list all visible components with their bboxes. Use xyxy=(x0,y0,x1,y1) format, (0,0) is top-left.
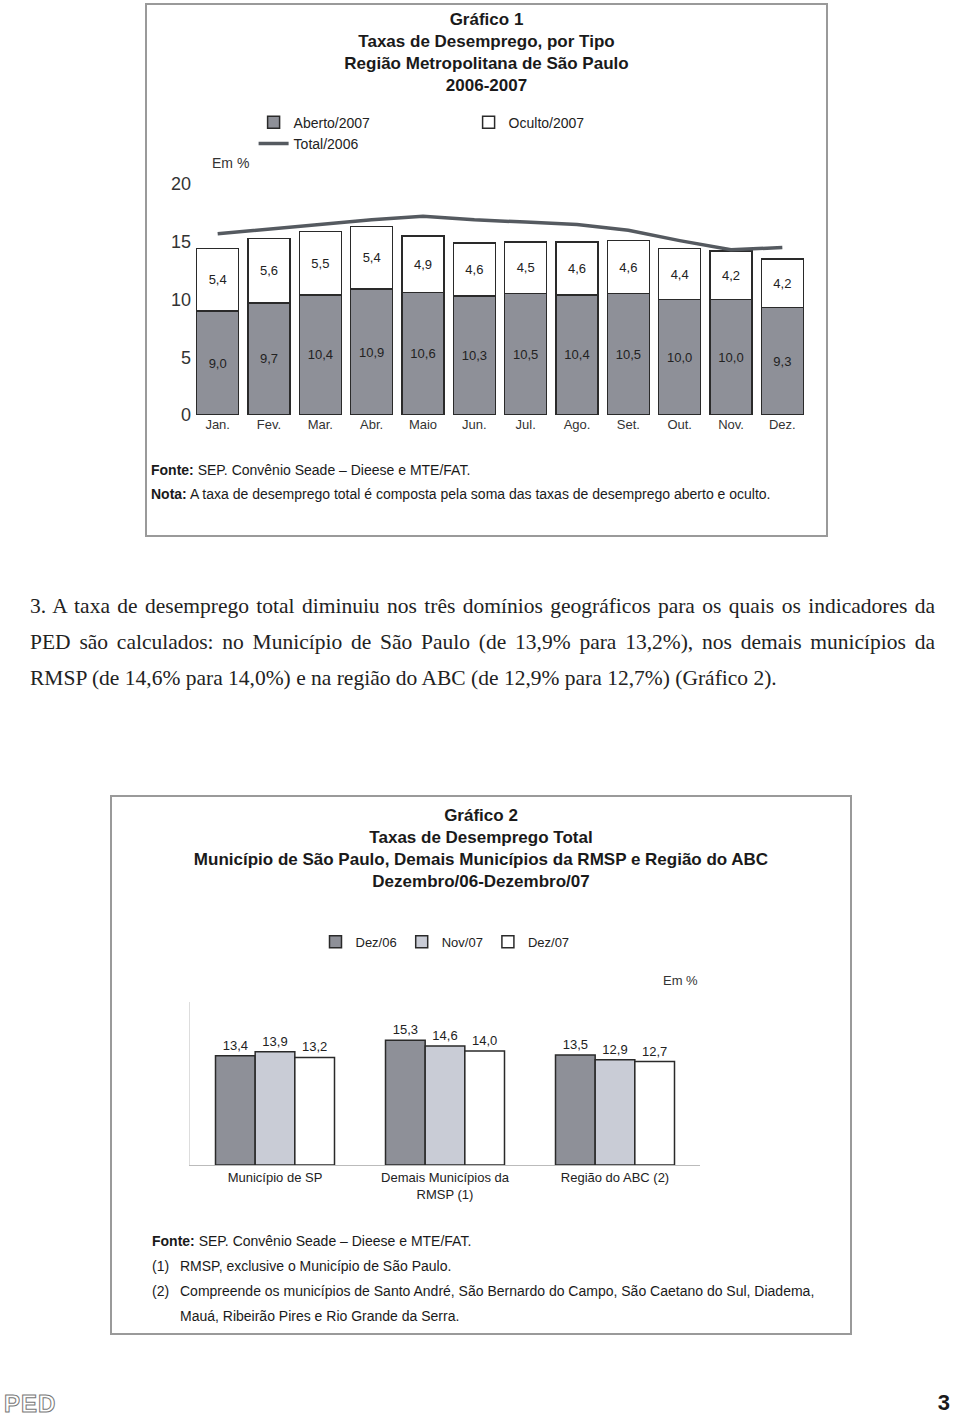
html-text:Taxas de Desemprego Total: Taxas de Desemprego Total xyxy=(369,828,593,847)
svg-text:Aberto/2007: Aberto/2007 xyxy=(294,115,370,131)
svg-text:12,7: 12,7 xyxy=(642,1044,667,1059)
svg-text:0: 0 xyxy=(181,405,191,425)
html-text:3. A taxa de desemprego total: 3. A taxa de desemprego total diminuiu n… xyxy=(30,594,935,690)
html-text:2006-2007: 2006-2007 xyxy=(445,76,528,95)
svg-text:Mar.: Mar. xyxy=(308,417,333,432)
svg-text:13,2: 13,2 xyxy=(302,1039,327,1054)
svg-text:4,2: 4,2 xyxy=(722,268,740,283)
html-text:3: 3 xyxy=(937,1390,950,1415)
svg-text:5,5: 5,5 xyxy=(311,256,329,271)
svg-text:4,6: 4,6 xyxy=(619,260,637,275)
html-text:RMSP, exclusive o Município de: RMSP, exclusive o Município de São Paulo… xyxy=(180,1258,452,1274)
svg-text:9,3: 9,3 xyxy=(773,354,791,369)
svg-text:Dez/07: Dez/07 xyxy=(528,935,569,950)
svg-text:10,9: 10,9 xyxy=(359,345,384,360)
html-text:Taxas de Desemprego, por Tipo: Taxas de Desemprego, por Tipo xyxy=(358,32,615,51)
svg-text:10,4: 10,4 xyxy=(564,347,589,362)
svg-text:5,4: 5,4 xyxy=(209,272,227,287)
svg-text:15: 15 xyxy=(171,232,191,252)
svg-text:9,7: 9,7 xyxy=(260,351,278,366)
svg-text:10,3: 10,3 xyxy=(462,348,487,363)
html-text:PED: PED xyxy=(4,1390,57,1417)
svg-text:4,2: 4,2 xyxy=(773,276,791,291)
svg-text:Município de SP: Município de SP xyxy=(228,1170,323,1185)
html-text:Nota: A taxa de desemprego tot: Nota: A taxa de desemprego total é compo… xyxy=(151,486,771,502)
svg-text:4,9: 4,9 xyxy=(414,257,432,272)
svg-text:Ago.: Ago. xyxy=(564,417,591,432)
html-text:Dezembro/06-Dezembro/07: Dezembro/06-Dezembro/07 xyxy=(372,872,590,891)
svg-text:4,4: 4,4 xyxy=(671,267,689,282)
svg-text:Dez.: Dez. xyxy=(769,417,796,432)
svg-text:5,4: 5,4 xyxy=(363,250,381,265)
svg-text:Em %: Em % xyxy=(212,155,249,171)
svg-text:Jan.: Jan. xyxy=(205,417,230,432)
svg-text:10,5: 10,5 xyxy=(616,347,641,362)
html-text:(2): (2) xyxy=(152,1283,170,1299)
html-text:Fonte: SEP. Convênio Seade – D: Fonte: SEP. Convênio Seade – Dieese e MT… xyxy=(151,462,471,478)
svg-text:10,4: 10,4 xyxy=(308,347,333,362)
svg-text:Abr.: Abr. xyxy=(360,417,383,432)
html-text:Compreende os municípios de Sa: Compreende os municípios de Santo André,… xyxy=(180,1283,815,1324)
html-text:Gráfico 1: Gráfico 1 xyxy=(449,10,524,29)
svg-text:12,9: 12,9 xyxy=(602,1042,627,1057)
svg-text:10,6: 10,6 xyxy=(410,346,435,361)
svg-text:Em %: Em % xyxy=(663,973,698,988)
svg-text:14,0: 14,0 xyxy=(472,1033,497,1048)
svg-text:Região do ABC (2): Região do ABC (2) xyxy=(561,1170,669,1185)
svg-text:Nov.: Nov. xyxy=(718,417,744,432)
svg-text:Total/2006: Total/2006 xyxy=(294,136,359,152)
svg-text:Maio: Maio xyxy=(409,417,437,432)
svg-text:Demais Municípios daRMSP (1): Demais Municípios daRMSP (1) xyxy=(381,1170,510,1202)
svg-text:Out.: Out. xyxy=(667,417,692,432)
svg-text:Nov/07: Nov/07 xyxy=(442,935,483,950)
svg-text:Jun.: Jun. xyxy=(462,417,487,432)
svg-text:10: 10 xyxy=(171,290,191,310)
svg-text:13,4: 13,4 xyxy=(223,1038,248,1053)
svg-text:15,3: 15,3 xyxy=(393,1022,418,1037)
html-text:Fonte: SEP. Convênio Seade – D: Fonte: SEP. Convênio Seade – Dieese e MT… xyxy=(152,1233,472,1249)
html-text:Região Metropolitana de São Pa: Região Metropolitana de São Paulo xyxy=(344,54,629,73)
svg-text:20: 20 xyxy=(171,174,191,194)
svg-text:13,5: 13,5 xyxy=(563,1037,588,1052)
svg-text:10,5: 10,5 xyxy=(513,347,538,362)
svg-text:9,0: 9,0 xyxy=(209,356,227,371)
svg-text:Set.: Set. xyxy=(617,417,640,432)
svg-text:13,9: 13,9 xyxy=(262,1034,287,1049)
svg-text:Dez/06: Dez/06 xyxy=(356,935,397,950)
html-text:Município de São Paulo, Demais: Município de São Paulo, Demais Município… xyxy=(193,850,769,869)
svg-text:4,5: 4,5 xyxy=(517,260,535,275)
svg-text:4,6: 4,6 xyxy=(568,261,586,276)
svg-text:10,0: 10,0 xyxy=(667,350,692,365)
svg-text:10,0: 10,0 xyxy=(718,350,743,365)
svg-text:Fev.: Fev. xyxy=(257,417,281,432)
html-text:Gráfico 2: Gráfico 2 xyxy=(444,806,518,825)
svg-text:14,6: 14,6 xyxy=(432,1028,457,1043)
html-text:(1): (1) xyxy=(152,1258,170,1274)
svg-text:5,6: 5,6 xyxy=(260,263,278,278)
svg-text:Jul.: Jul. xyxy=(516,417,536,432)
svg-text:Oculto/2007: Oculto/2007 xyxy=(509,115,585,131)
svg-text:5: 5 xyxy=(181,348,191,368)
svg-text:4,6: 4,6 xyxy=(465,262,483,277)
